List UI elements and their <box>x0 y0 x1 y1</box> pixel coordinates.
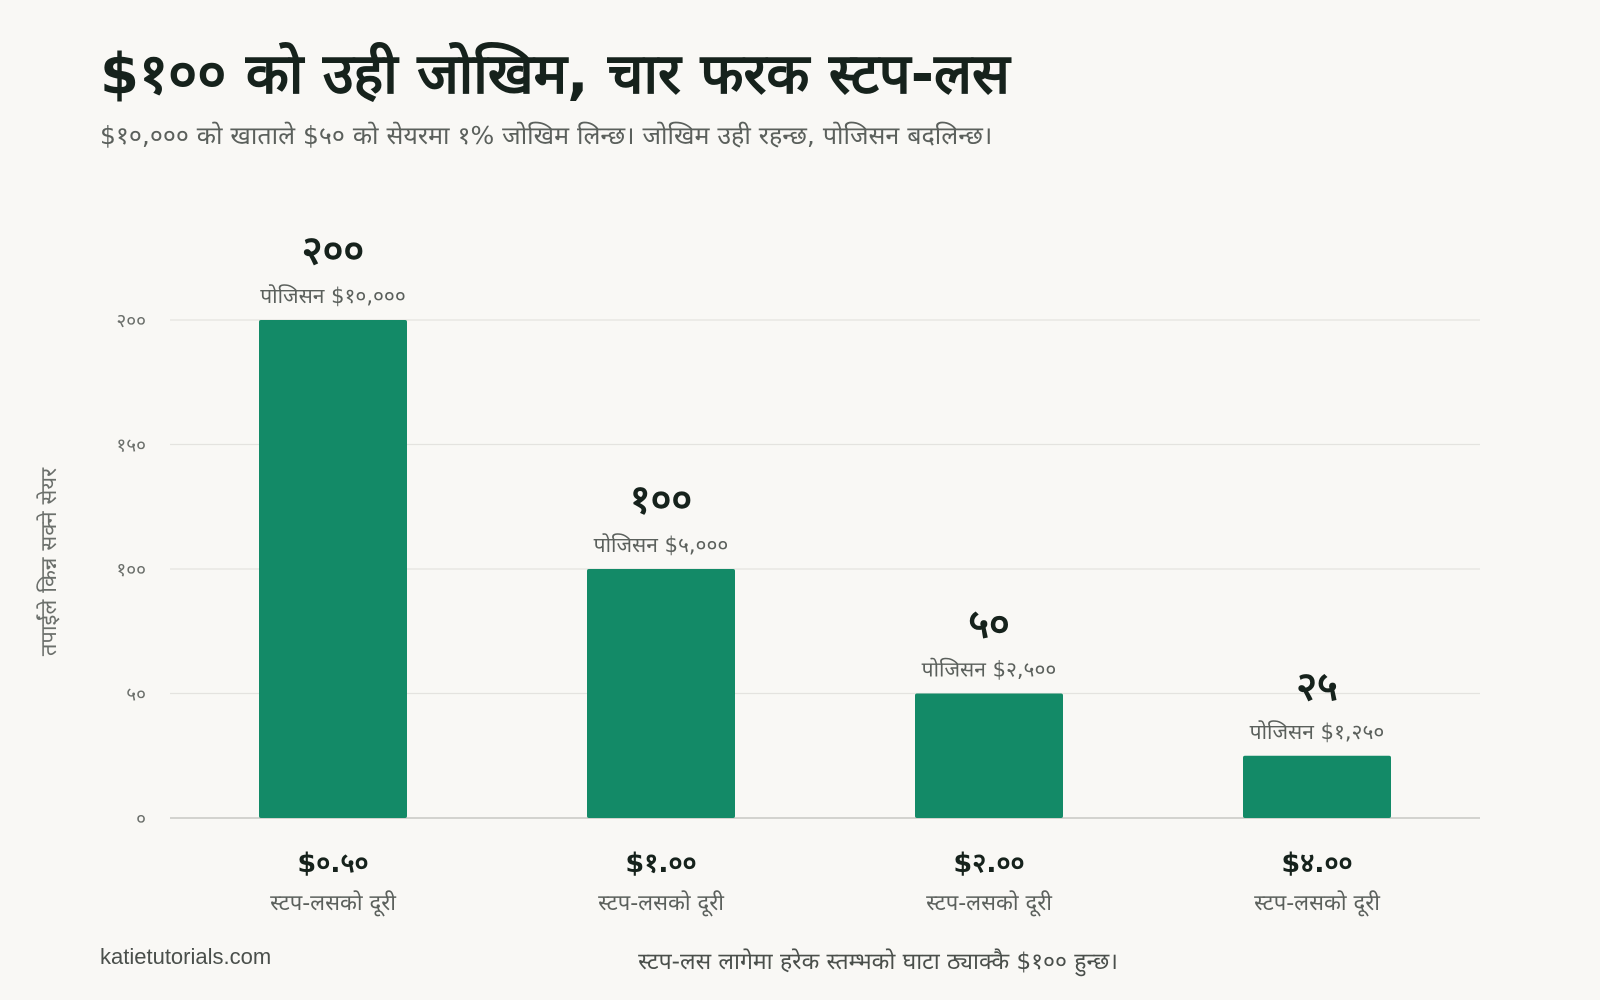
footer-note: स्टप-लस लागेमा हरेक स्तम्भको घाटा ठ्याक्… <box>638 949 1118 975</box>
position-label: पोजिसन $५,००० <box>594 533 729 557</box>
x-tick-caption: स्टप-लसको दूरी <box>926 890 1052 917</box>
bar <box>259 320 407 818</box>
x-tick-label: $०.५० <box>297 848 368 879</box>
x-tick-caption: स्टप-लसको दूरी <box>598 890 724 917</box>
chart-subtitle: $१०,००० को खाताले $५० को सेयरमा १% जोखिम… <box>100 121 993 150</box>
bar <box>915 693 1063 818</box>
position-label: पोजिसन $२,५०० <box>922 658 1057 682</box>
y-tick-label: ५० <box>126 684 146 706</box>
labels: ० ५० १०० १५० २०० पोजिसन $१०,००० २०० $०.५० स्टप-ल… <box>116 228 1384 917</box>
data-label: २०० <box>302 228 364 274</box>
bar <box>587 569 735 818</box>
bars <box>259 320 1391 818</box>
data-label: ५० <box>968 602 1010 648</box>
position-label: पोजिसन $१,२५० <box>1250 720 1385 744</box>
position-label: पोजिसन $१०,००० <box>260 284 406 308</box>
y-tick-label: १५० <box>116 435 146 457</box>
y-tick-label: १०० <box>116 559 146 581</box>
source-label: katietutorials.com <box>100 944 272 969</box>
data-label: २५ <box>1296 664 1338 710</box>
x-tick-caption: स्टप-लसको दूरी <box>270 890 396 917</box>
data-label: १०० <box>630 477 692 523</box>
y-tick-label: ० <box>136 808 146 830</box>
bar <box>1243 755 1391 818</box>
x-tick-caption: स्टप-लसको दूरी <box>1254 890 1380 917</box>
y-tick-label: २०० <box>116 310 146 332</box>
x-tick-label: $२.०० <box>953 848 1024 879</box>
chart-title: $१०० को उही जोखिम, चार फरक स्टप-लस <box>100 42 1010 107</box>
x-tick-label: $१.०० <box>625 848 696 879</box>
x-tick-label: $४.०० <box>1281 848 1352 879</box>
